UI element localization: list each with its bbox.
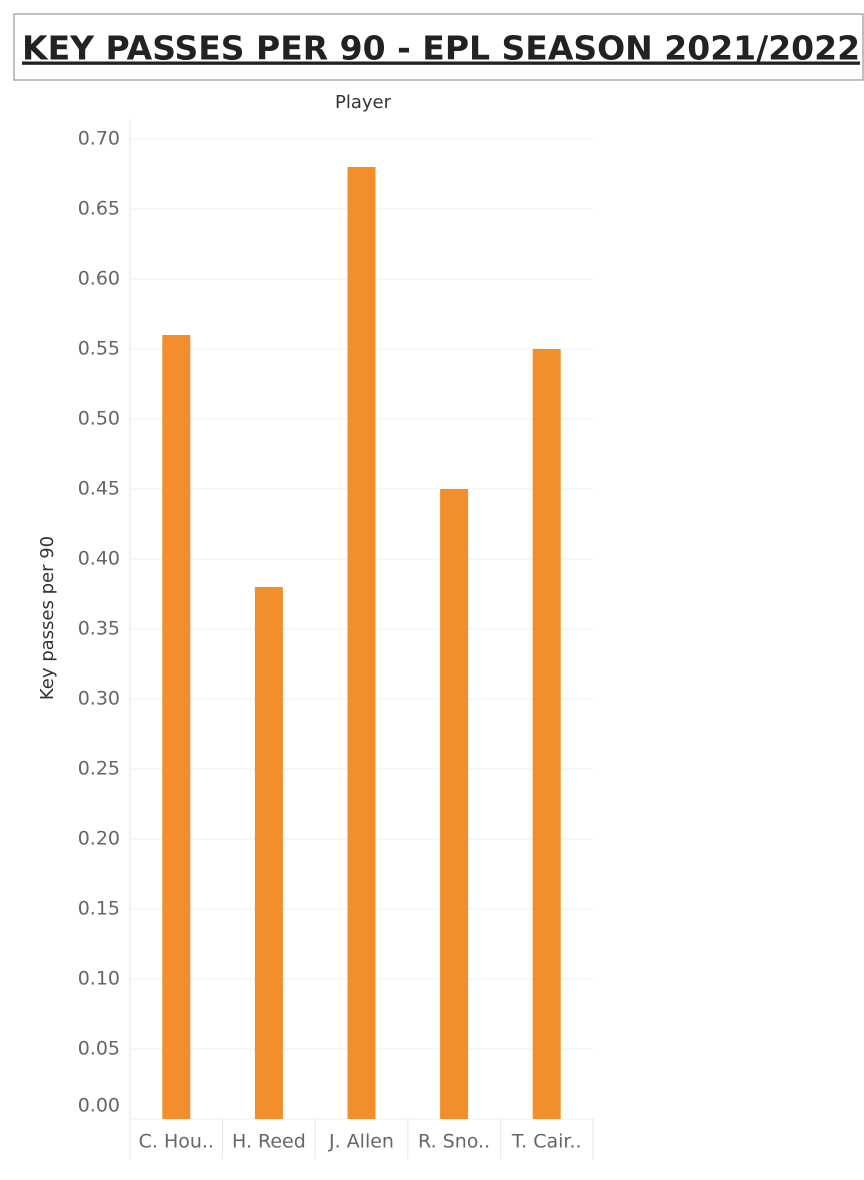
bar bbox=[532, 349, 561, 1119]
y-tick-label: 0.35 bbox=[78, 618, 120, 640]
x-tick-label: J. Allen bbox=[328, 1131, 394, 1153]
y-tick-label: 0.20 bbox=[78, 828, 120, 850]
y-tick-label: 0.00 bbox=[78, 1095, 120, 1117]
y-tick-label: 0.15 bbox=[78, 898, 120, 920]
x-tick-label: C. Hou.. bbox=[139, 1131, 214, 1153]
x-tick-label: H. Reed bbox=[232, 1131, 306, 1153]
y-tick-label: 0.70 bbox=[78, 128, 120, 150]
y-tick-label: 0.60 bbox=[78, 268, 120, 290]
x-axis-title: Player bbox=[335, 92, 392, 113]
bar bbox=[440, 489, 469, 1119]
title-box bbox=[13, 13, 864, 81]
y-axis-title: Key passes per 90 bbox=[37, 536, 58, 700]
y-tick-label: 0.05 bbox=[78, 1038, 120, 1060]
y-tick-label: 0.30 bbox=[78, 688, 120, 710]
chart-title: KEY PASSES PER 90 - EPL SEASON 2021/2022 bbox=[22, 29, 860, 68]
x-tick-label: R. Sno.. bbox=[418, 1131, 490, 1153]
y-tick-label: 0.45 bbox=[78, 478, 120, 500]
bar bbox=[254, 587, 283, 1119]
bar bbox=[162, 335, 191, 1119]
bar bbox=[347, 167, 376, 1119]
y-tick-label: 0.25 bbox=[78, 758, 120, 780]
x-tick-label: T. Cair.. bbox=[511, 1131, 582, 1153]
y-tick-label: 0.55 bbox=[78, 338, 120, 360]
y-tick-label: 0.10 bbox=[78, 968, 120, 990]
y-tick-label: 0.50 bbox=[78, 408, 120, 430]
y-tick-label: 0.40 bbox=[78, 548, 120, 570]
y-tick-label: 0.65 bbox=[78, 198, 120, 220]
